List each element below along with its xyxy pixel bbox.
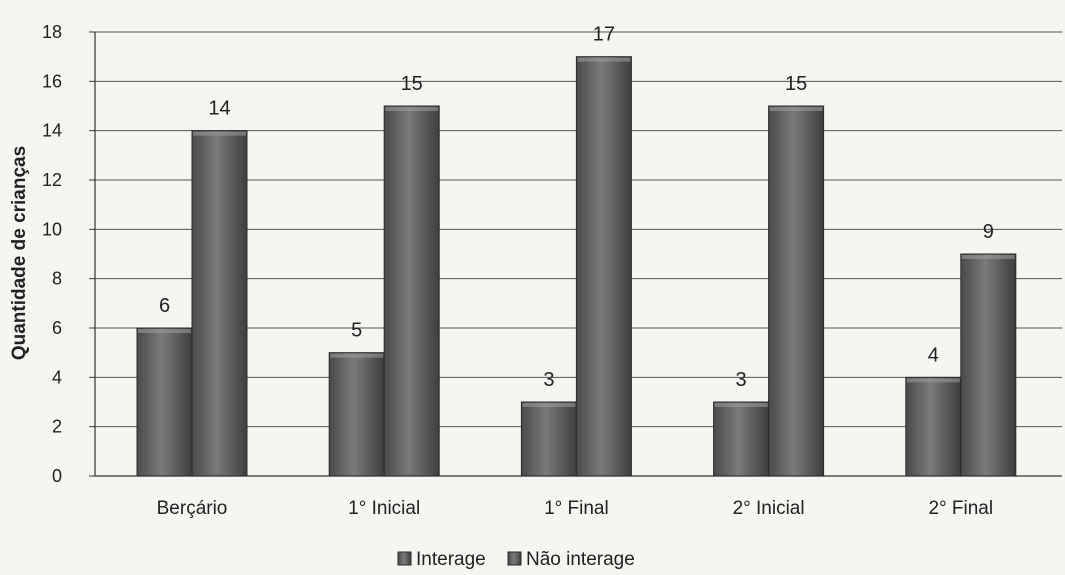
legend-label: Não interage xyxy=(526,549,635,570)
data-labels-group: 6 14 5 15 3 17 3 15 4 9 xyxy=(159,24,994,391)
bars-group xyxy=(136,56,1017,477)
category-label: 2° Final xyxy=(928,498,993,519)
data-label: 6 xyxy=(159,295,170,317)
bar-interage xyxy=(905,376,962,477)
category-labels-group: Berçário 1° Inicial 1° Final 2° Inicial 2° F… xyxy=(157,498,993,519)
bar-nao-interage xyxy=(575,56,632,477)
y-tick-label: 8 xyxy=(52,269,62,289)
y-tick-label: 14 xyxy=(42,121,62,141)
data-label: 15 xyxy=(785,73,807,95)
y-axis-title: Quantidade de crianças xyxy=(9,146,30,360)
data-label: 4 xyxy=(928,344,939,366)
y-tick-label: 4 xyxy=(52,367,62,387)
y-tick-label: 16 xyxy=(42,71,62,91)
bar-interage xyxy=(136,327,193,477)
bar-top-highlight xyxy=(769,107,823,111)
bar-top-highlight xyxy=(714,403,768,407)
bar-top-highlight xyxy=(906,378,960,383)
bar-interage xyxy=(713,401,770,477)
bar-interage xyxy=(328,352,385,477)
category-label: 1° Inicial xyxy=(348,498,420,519)
data-label: 5 xyxy=(351,320,362,342)
bar-top-highlight xyxy=(193,131,246,136)
data-label: 14 xyxy=(208,98,230,120)
bar-top-highlight xyxy=(522,403,576,407)
y-tick-label: 10 xyxy=(42,219,62,239)
category-label: 2° Inicial xyxy=(733,498,805,519)
bar-nao-interage xyxy=(768,105,825,477)
data-label: 3 xyxy=(736,369,747,391)
y-tick-label: 12 xyxy=(42,170,62,190)
category-label: Berçário xyxy=(157,498,228,519)
data-label: 3 xyxy=(543,369,554,391)
legend-swatch xyxy=(397,551,412,566)
legend-swatch xyxy=(507,551,522,566)
data-label: 17 xyxy=(593,24,615,46)
y-tick-label: 6 xyxy=(52,318,62,338)
bar-top-highlight xyxy=(138,329,191,333)
y-tick-label: 18 xyxy=(42,22,62,42)
y-tick-label: 0 xyxy=(52,466,62,486)
data-label: 15 xyxy=(401,73,423,95)
legend-label: Interage xyxy=(416,549,486,570)
bar-top-highlight xyxy=(961,255,1015,259)
data-label: 9 xyxy=(983,221,994,243)
bar-interage xyxy=(520,401,577,477)
bar-top-highlight xyxy=(385,107,439,111)
bar-top-highlight xyxy=(577,57,631,62)
bar-nao-interage xyxy=(960,253,1017,477)
legend: Interage Não interage xyxy=(397,549,635,570)
y-tick-label: 2 xyxy=(52,417,62,437)
bar-top-highlight xyxy=(330,353,384,358)
bar-nao-interage xyxy=(191,130,248,477)
y-axis-ticks: 0 2 4 6 8 10 12 14 16 18 xyxy=(42,22,95,486)
bar-nao-interage xyxy=(383,105,440,477)
category-label: 1° Final xyxy=(544,498,609,519)
